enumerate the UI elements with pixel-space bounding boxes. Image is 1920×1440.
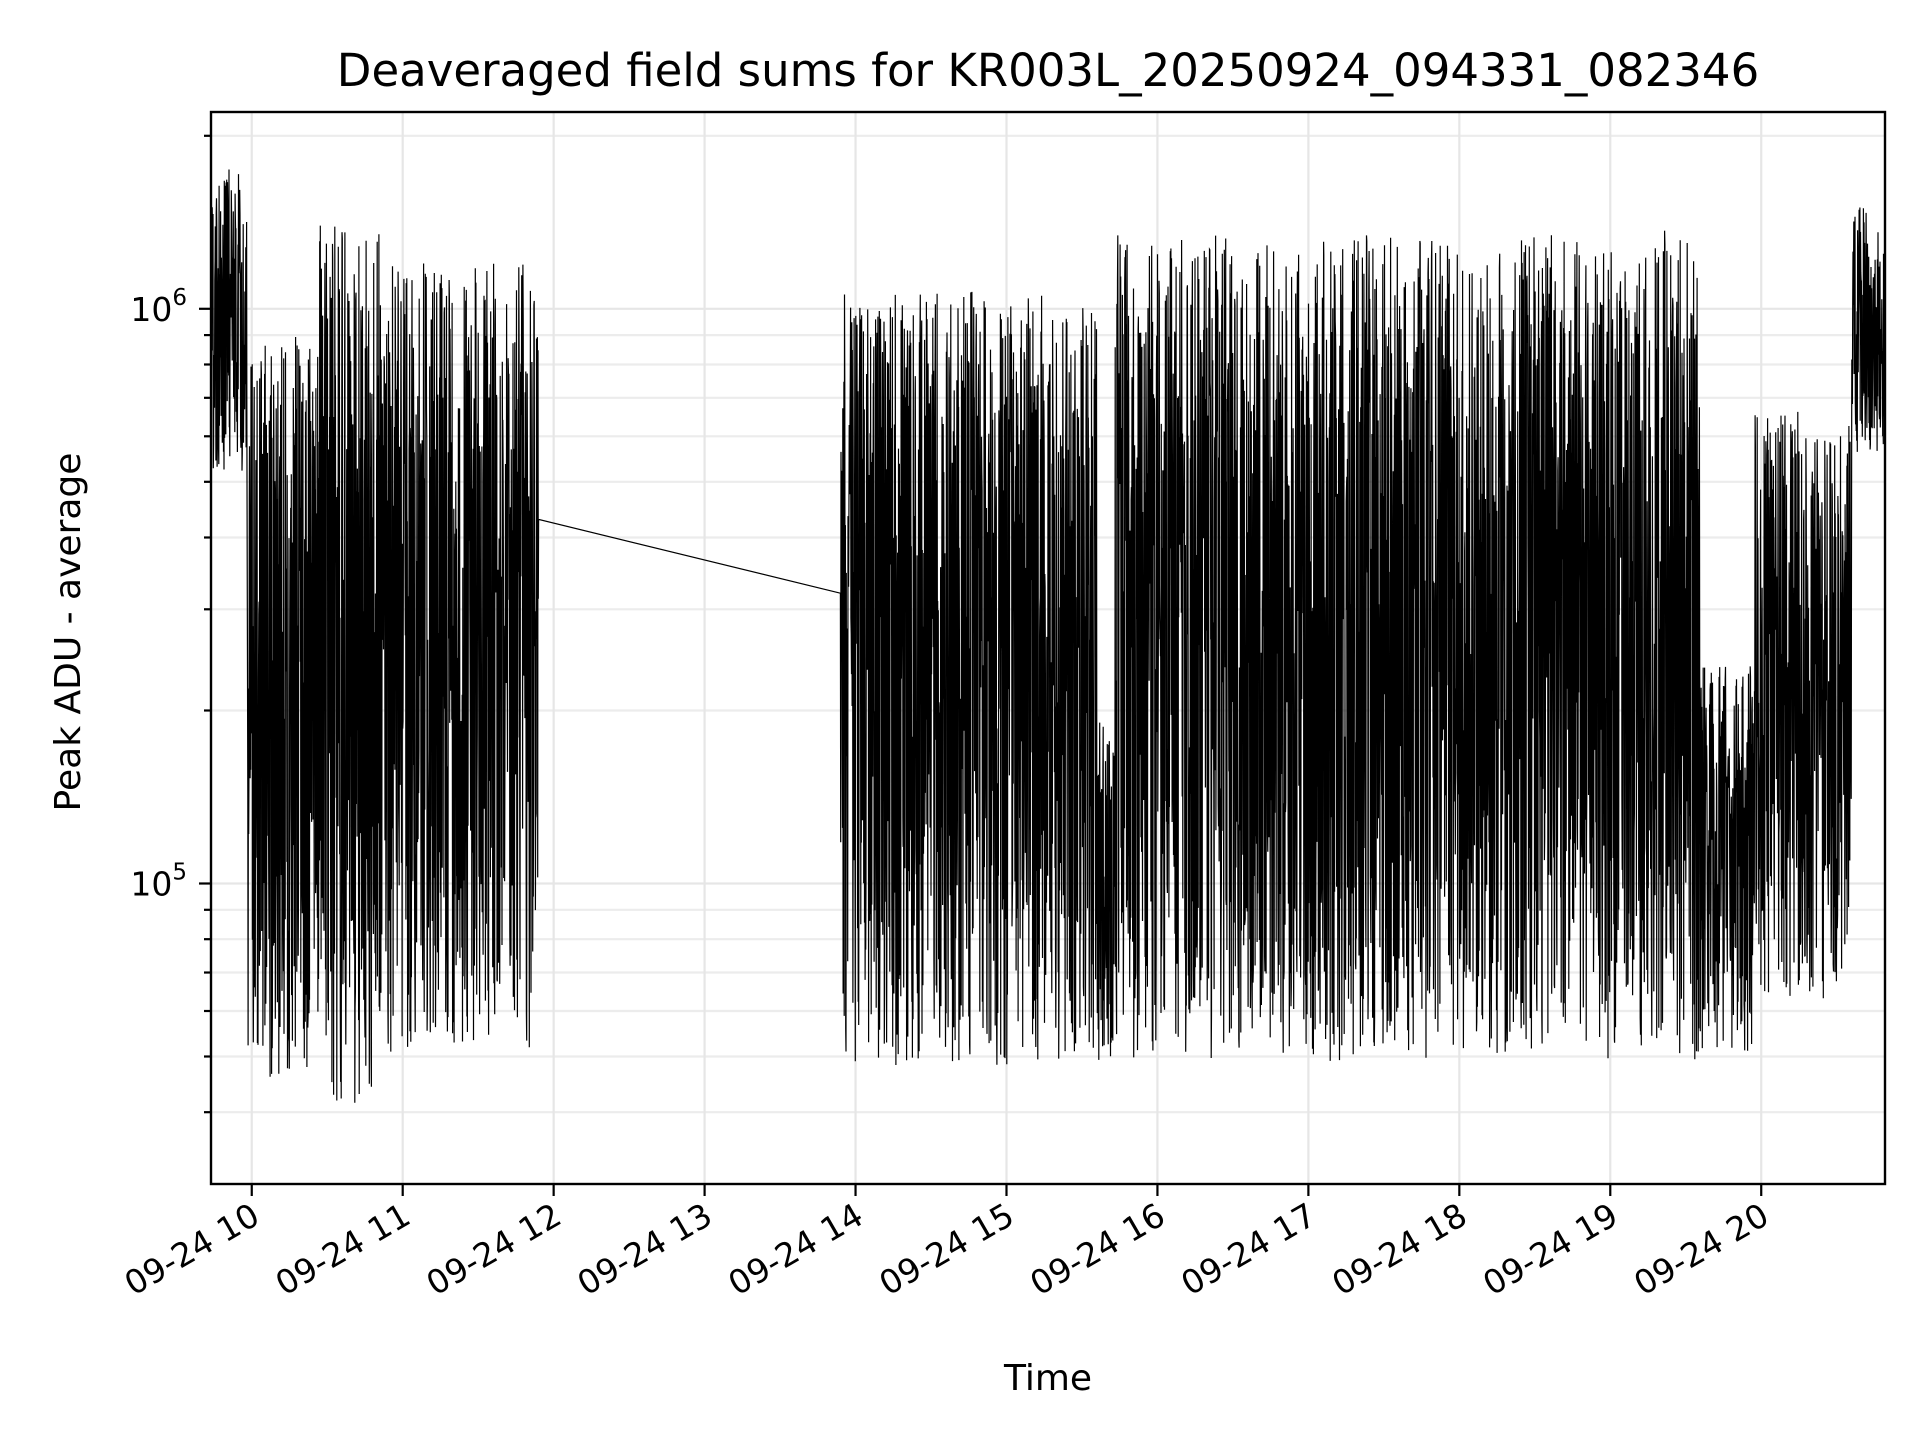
y-tick-label-base-0: 10 (130, 864, 172, 903)
y-tick-label-exp-0: 5 (172, 859, 187, 885)
y-tick-label-1: 106 (130, 285, 187, 329)
x-tick-label-3: 09-24 13 (571, 1195, 719, 1303)
y-tick-label-exp-1: 6 (172, 285, 187, 311)
x-tick-label-9: 09-24 19 (1476, 1195, 1624, 1303)
x-tick-label-10: 09-24 20 (1627, 1195, 1775, 1303)
x-tick-label-0: 09-24 10 (118, 1195, 266, 1303)
y-axis-label: Peak ADU - average (48, 453, 89, 812)
y-tick-label-base-1: 10 (130, 290, 172, 329)
x-tick-label-6: 09-24 16 (1023, 1195, 1171, 1303)
x-axis-label: Time (1003, 1358, 1092, 1399)
x-tick-label-1: 09-24 11 (269, 1195, 417, 1303)
x-tick-label-4: 09-24 14 (722, 1195, 870, 1303)
y-tick-label-0: 105 (130, 859, 187, 903)
plot-frame (209, 110, 1887, 1186)
x-tick-label-2: 09-24 12 (420, 1195, 568, 1303)
x-tick-label-5: 09-24 15 (872, 1195, 1020, 1303)
series-line (211, 169, 1885, 1103)
x-tick-label-7: 09-24 17 (1174, 1195, 1322, 1303)
x-tick-label-8: 09-24 18 (1325, 1195, 1473, 1303)
series-layer (211, 169, 1885, 1103)
chart-title: Deaveraged field sums for KR003L_2025092… (337, 44, 1759, 97)
